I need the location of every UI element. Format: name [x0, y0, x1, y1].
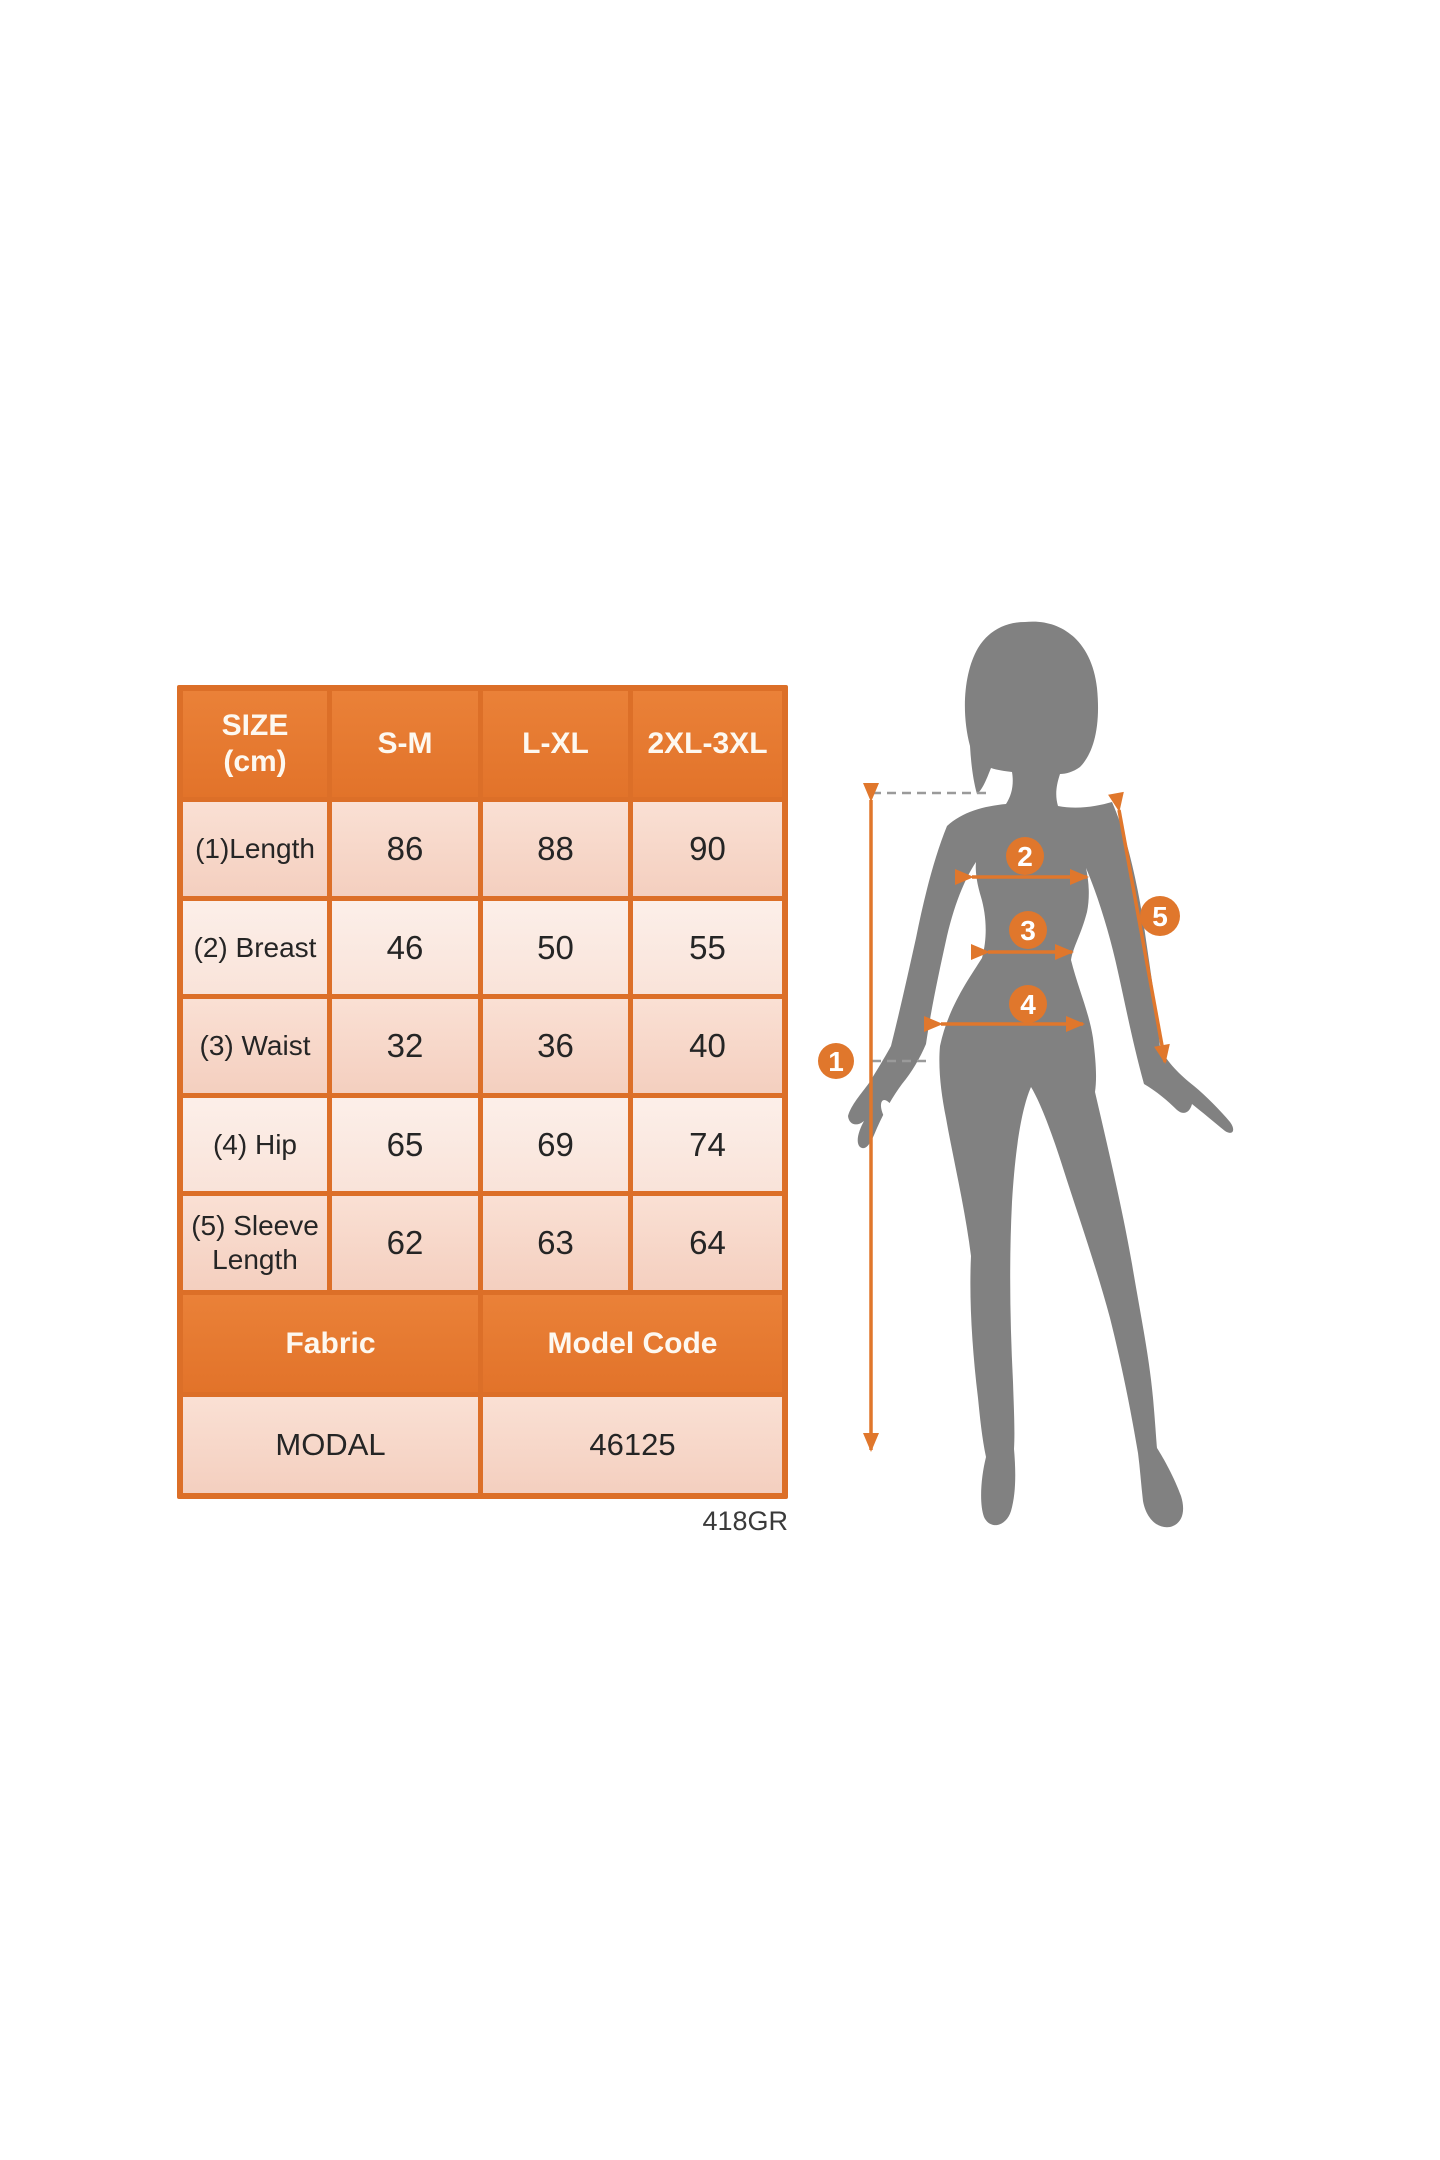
row-label-length: (1)Length [183, 802, 327, 896]
marker-3: 3 [1009, 911, 1047, 949]
cell-waist-l-xl: 36 [483, 999, 628, 1093]
footer-value-fabric: MODAL [183, 1397, 478, 1493]
marker-5: 5 [1140, 896, 1180, 936]
cell-waist-s-m: 32 [332, 999, 478, 1093]
marker-5-label: 5 [1152, 901, 1168, 932]
measurement-figure-svg: 1 2 3 4 5 [818, 621, 1234, 1528]
cell-breast-2xl-3xl: 55 [633, 901, 782, 994]
cell-sleeve-2xl-3xl: 64 [633, 1196, 782, 1290]
cell-hip-2xl-3xl: 74 [633, 1098, 782, 1191]
sleeve-arrow [1108, 791, 1170, 1064]
cell-sleeve-s-m: 62 [332, 1196, 478, 1290]
size-title-line1: SIZE [221, 709, 289, 742]
cell-hip-s-m: 65 [332, 1098, 478, 1191]
header-cell-s-m: S-M [332, 691, 478, 797]
row-label-hip: (4) Hip [183, 1098, 327, 1191]
size-title-line2: (cm) [223, 745, 287, 778]
hand-gap-detail [880, 1100, 898, 1126]
marker-4: 4 [1009, 985, 1047, 1023]
row-label-sleeve-length: (5) Sleeve Length [183, 1196, 327, 1290]
style-code-note: 418GR [702, 1506, 788, 1536]
marker-2: 2 [1006, 837, 1044, 875]
cell-length-l-xl: 88 [483, 802, 628, 896]
row-label-waist: (3) Waist [183, 999, 327, 1093]
cell-length-s-m: 86 [332, 802, 478, 896]
marker-2-label: 2 [1017, 841, 1033, 872]
cell-breast-s-m: 46 [332, 901, 478, 994]
cell-length-2xl-3xl: 90 [633, 802, 782, 896]
woman-silhouette [848, 621, 1234, 1528]
cell-breast-l-xl: 50 [483, 901, 628, 994]
header-cell-size-cm: SIZE (cm) [183, 691, 327, 797]
header-cell-2xl-3xl: 2XL-3XL [633, 691, 782, 797]
marker-3-label: 3 [1020, 915, 1036, 946]
size-table: SIZE (cm) S-M L-XL 2XL-3XL (1)Length 86 … [177, 685, 788, 1499]
footer-header-model-code: Model Code [483, 1295, 782, 1392]
row-label-breast: (2) Breast [183, 901, 327, 994]
cell-sleeve-l-xl: 63 [483, 1196, 628, 1290]
marker-4-label: 4 [1020, 989, 1036, 1020]
cell-waist-2xl-3xl: 40 [633, 999, 782, 1093]
cell-hip-l-xl: 69 [483, 1098, 628, 1191]
marker-1-label: 1 [828, 1046, 844, 1077]
size-cm-label: SIZE (cm) [222, 708, 289, 780]
footer-value-model-code: 46125 [483, 1397, 782, 1493]
header-cell-l-xl: L-XL [483, 691, 628, 797]
measurement-figure: 1 2 3 4 5 [800, 595, 1270, 1560]
footer-header-fabric: Fabric [183, 1295, 478, 1392]
marker-1: 1 [818, 1043, 854, 1079]
